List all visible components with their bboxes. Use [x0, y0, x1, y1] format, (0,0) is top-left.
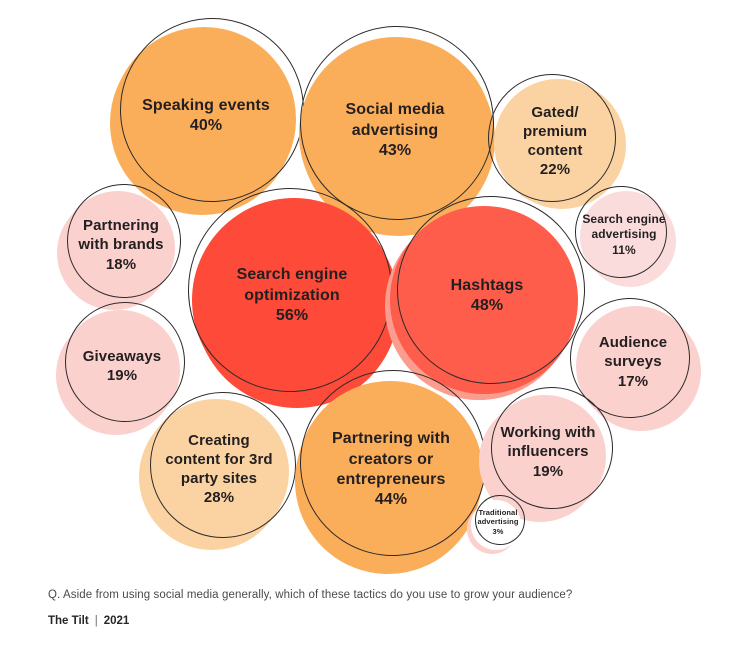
bubble-search-engine-optimization: Search engine optimization 56% — [182, 182, 399, 408]
bubble-label: Creating content for 3rd party sites 28% — [165, 431, 273, 507]
bubble-outline — [488, 74, 616, 202]
bubble-label: Partnering with creators or entrepreneurs 4… — [332, 430, 450, 509]
bubble-label: Social media advertising 43% — [345, 101, 445, 160]
bubble-label: Gated/premium content 22% — [522, 103, 588, 179]
bubble-label: Giveaways 19% — [82, 347, 162, 384]
bubble-fill — [580, 191, 672, 283]
bubble-fill — [192, 198, 396, 402]
bubble-fill — [471, 500, 521, 550]
bubble-search-engine-advertising: Search engine advertising 11% — [573, 184, 676, 287]
bubble-partnering-with-brands: Partnering with brands 18% — [57, 183, 182, 310]
bubble-label: Speaking events 40% — [142, 96, 270, 134]
bubble-hashtags: Hashtags 48% — [385, 191, 590, 400]
bubble-fill — [60, 310, 180, 430]
bubble-label: Audience surveys 17% — [598, 334, 668, 390]
bubble-creating-content-3rd-party-sites: Creating content for 3rd party sites 28% — [139, 390, 298, 550]
bubble-audience-surveys: Audience surveys 17% — [567, 295, 701, 431]
bubble-partnering-with-creators: Partnering with creators or entrepreneurs 4… — [295, 365, 491, 574]
bubble-fill — [112, 27, 296, 211]
source-line: The Tilt | 2021 — [48, 615, 708, 627]
source-name: The Tilt — [48, 615, 89, 627]
bubble-giveaways: Giveaways 19% — [56, 299, 188, 435]
bubble-gated-premium-content: Gated/premium content 22% — [488, 74, 626, 209]
bubble-label: Hashtags 48% — [450, 276, 524, 314]
bubble-social-media-advertising: Social media advertising 43% — [296, 22, 498, 236]
source-separator: | — [94, 615, 98, 627]
bubble-label: Partnering with brands 18% — [78, 217, 164, 273]
source-year: 2021 — [103, 615, 130, 627]
bubble-label: Traditional advertising 3% — [477, 507, 519, 536]
bubble-fill — [61, 191, 175, 305]
bubble-label: Search engine advertising 11% — [582, 211, 666, 257]
bubble-fill — [143, 399, 289, 545]
bubble-fill — [299, 37, 493, 231]
bubble-working-with-influencers: Working with influencers 19% — [479, 383, 617, 522]
bubble-fill — [484, 395, 606, 517]
bubble-label: Search engine optimization 56% — [236, 266, 348, 325]
chart-footer: Q. Aside from using social media general… — [48, 589, 708, 627]
bubble-fill — [576, 306, 696, 426]
survey-question: Q. Aside from using social media general… — [48, 589, 573, 601]
bubble-fill — [390, 206, 578, 394]
bubble-fill — [297, 381, 483, 567]
bubble-chart: Speaking events 40% Social media advertisin… — [56, 13, 701, 574]
bubble-speaking-events: Speaking events 40% — [110, 13, 309, 215]
bubble-label: Working with influencers 19% — [500, 424, 596, 480]
bubble-traditional-advertising: Traditional advertising 3% — [467, 494, 526, 554]
